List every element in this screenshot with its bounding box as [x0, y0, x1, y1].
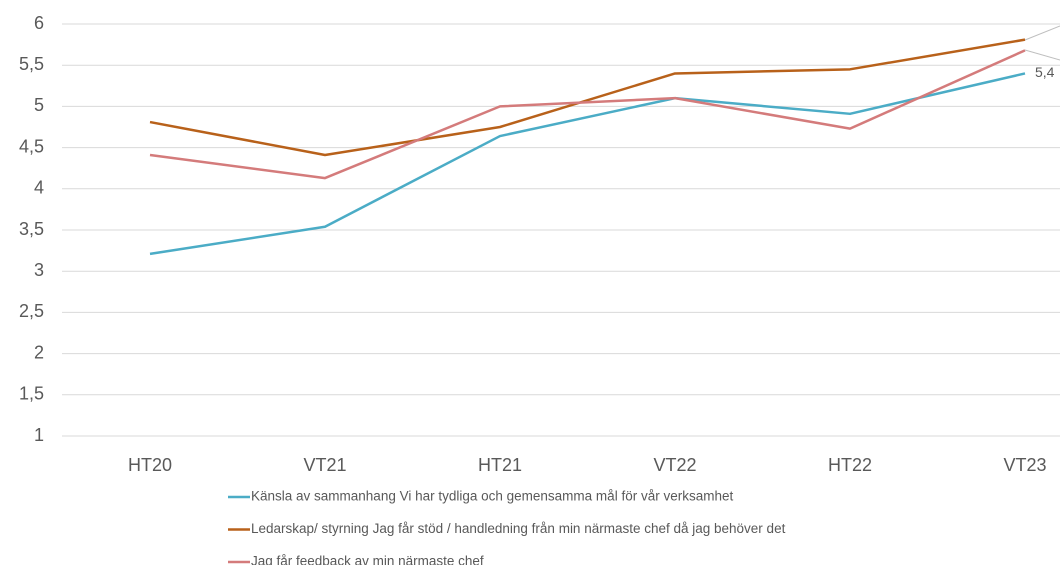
- leader-line: [1024, 25, 1060, 41]
- series-line: [149, 72, 1026, 256]
- y-tick-label: 3,5: [19, 219, 44, 239]
- y-tick-label: 5: [34, 95, 44, 115]
- legend-label: Ledarskap/ styrning Jag får stöd / handl…: [251, 521, 786, 536]
- legend-label: Känsla av sammanhang Vi har tydliga och …: [251, 489, 733, 504]
- y-tick-label: 2: [34, 342, 44, 362]
- y-tick-label: 1: [34, 425, 44, 445]
- y-tick-label: 3: [34, 260, 44, 280]
- y-tick-label: 5,5: [19, 54, 44, 74]
- data-label: 5,4: [1035, 64, 1055, 80]
- legend-label: Jag får feedback av min närmaste chef: [251, 554, 484, 565]
- y-tick-label: 2,5: [19, 301, 44, 321]
- x-tick-label: HT21: [478, 455, 522, 475]
- y-tick-label: 4: [34, 178, 44, 198]
- x-tick-label: HT20: [128, 455, 172, 475]
- y-tick-label: 6: [34, 13, 44, 33]
- series-line: [149, 49, 1026, 180]
- y-tick-label: 4,5: [19, 136, 44, 156]
- y-tick-label: 1,5: [19, 384, 44, 404]
- x-tick-label: VT22: [653, 455, 696, 475]
- series-line: [149, 38, 1026, 157]
- x-tick-label: VT23: [1003, 455, 1046, 475]
- x-tick-label: VT21: [303, 455, 346, 475]
- x-tick-label: HT22: [828, 455, 872, 475]
- leader-line: [1024, 49, 1060, 61]
